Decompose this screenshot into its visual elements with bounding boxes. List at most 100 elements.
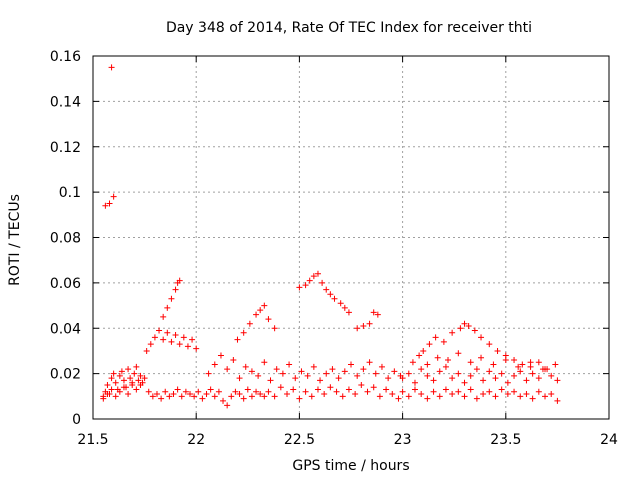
y-tick-label: 0.12 xyxy=(50,140,81,156)
y-tick-label: 0.06 xyxy=(50,276,81,292)
data-point xyxy=(339,393,346,400)
data-point xyxy=(399,375,406,382)
data-point xyxy=(298,368,305,375)
data-point xyxy=(310,273,317,280)
data-point xyxy=(191,393,198,400)
data-point xyxy=(504,391,511,398)
data-point xyxy=(391,368,398,375)
data-point xyxy=(302,388,309,395)
data-point xyxy=(236,375,243,382)
data-point xyxy=(317,377,324,384)
data-point xyxy=(182,388,189,395)
data-point xyxy=(211,361,218,368)
data-point xyxy=(265,316,272,323)
data-point xyxy=(370,309,377,316)
x-tick-label: 22 xyxy=(187,432,205,448)
data-point xyxy=(104,391,111,398)
y-tick-label: 0.16 xyxy=(50,49,81,65)
data-point xyxy=(504,379,511,386)
data-point xyxy=(277,384,284,391)
data-point xyxy=(189,336,196,343)
data-point xyxy=(323,286,330,293)
y-axis-label: ROTI / TECUs xyxy=(7,194,23,286)
data-point xyxy=(341,368,348,375)
data-point xyxy=(302,282,309,289)
data-point xyxy=(184,343,191,350)
data-point xyxy=(395,395,402,402)
data-point xyxy=(286,361,293,368)
data-point xyxy=(519,361,526,368)
data-point xyxy=(486,341,493,348)
data-point xyxy=(418,391,425,398)
data-point xyxy=(176,277,183,284)
data-point xyxy=(116,372,123,379)
data-point xyxy=(125,366,132,373)
data-point xyxy=(445,357,452,364)
data-point xyxy=(164,304,171,311)
data-point xyxy=(112,379,119,386)
data-point xyxy=(108,375,115,382)
data-point xyxy=(360,366,367,373)
data-point xyxy=(304,372,311,379)
data-point xyxy=(345,309,352,316)
data-point xyxy=(515,363,522,370)
data-point xyxy=(478,354,485,361)
data-point xyxy=(471,327,478,334)
data-point xyxy=(366,320,373,327)
data-point xyxy=(110,193,117,200)
data-point xyxy=(389,391,396,398)
data-point xyxy=(292,375,299,382)
data-point xyxy=(492,375,499,382)
data-point xyxy=(224,366,231,373)
data-point xyxy=(207,386,214,393)
data-point xyxy=(273,366,280,373)
data-point xyxy=(385,375,392,382)
data-point xyxy=(246,320,253,327)
data-point xyxy=(145,388,152,395)
x-axis-label: GPS time / hours xyxy=(292,458,409,474)
data-point xyxy=(345,386,352,393)
data-point xyxy=(110,370,117,377)
data-point xyxy=(449,391,456,398)
data-point xyxy=(234,336,241,343)
data-point xyxy=(137,381,144,388)
data-point xyxy=(118,368,125,375)
x-tick-label: 22.5 xyxy=(284,432,315,448)
data-point xyxy=(527,359,534,366)
data-point xyxy=(261,393,268,400)
data-point xyxy=(434,354,441,361)
data-point xyxy=(442,386,449,393)
data-point xyxy=(424,395,431,402)
data-point xyxy=(411,379,418,386)
data-point xyxy=(467,359,474,366)
data-point xyxy=(100,395,107,402)
data-point xyxy=(554,377,561,384)
data-point xyxy=(511,357,518,364)
data-point xyxy=(449,329,456,336)
data-point xyxy=(529,395,536,402)
data-point xyxy=(319,279,326,286)
data-point xyxy=(511,372,518,379)
data-point xyxy=(133,386,140,393)
data-point xyxy=(354,325,361,332)
data-point xyxy=(465,322,472,329)
data-point xyxy=(271,325,278,332)
data-point xyxy=(335,375,342,382)
data-point xyxy=(102,202,109,209)
data-point xyxy=(517,368,524,375)
data-point xyxy=(193,345,200,352)
data-point xyxy=(290,386,297,393)
data-point xyxy=(358,381,365,388)
data-point xyxy=(455,350,462,357)
x-tick-label: 23 xyxy=(394,432,412,448)
data-point xyxy=(327,291,334,298)
y-tick-label: 0.08 xyxy=(50,231,81,247)
data-point xyxy=(160,336,167,343)
data-point xyxy=(261,302,268,309)
data-point xyxy=(166,393,173,400)
data-point xyxy=(215,388,222,395)
data-point xyxy=(187,391,194,398)
data-point xyxy=(523,391,530,398)
data-point xyxy=(321,391,328,398)
data-point xyxy=(162,388,169,395)
